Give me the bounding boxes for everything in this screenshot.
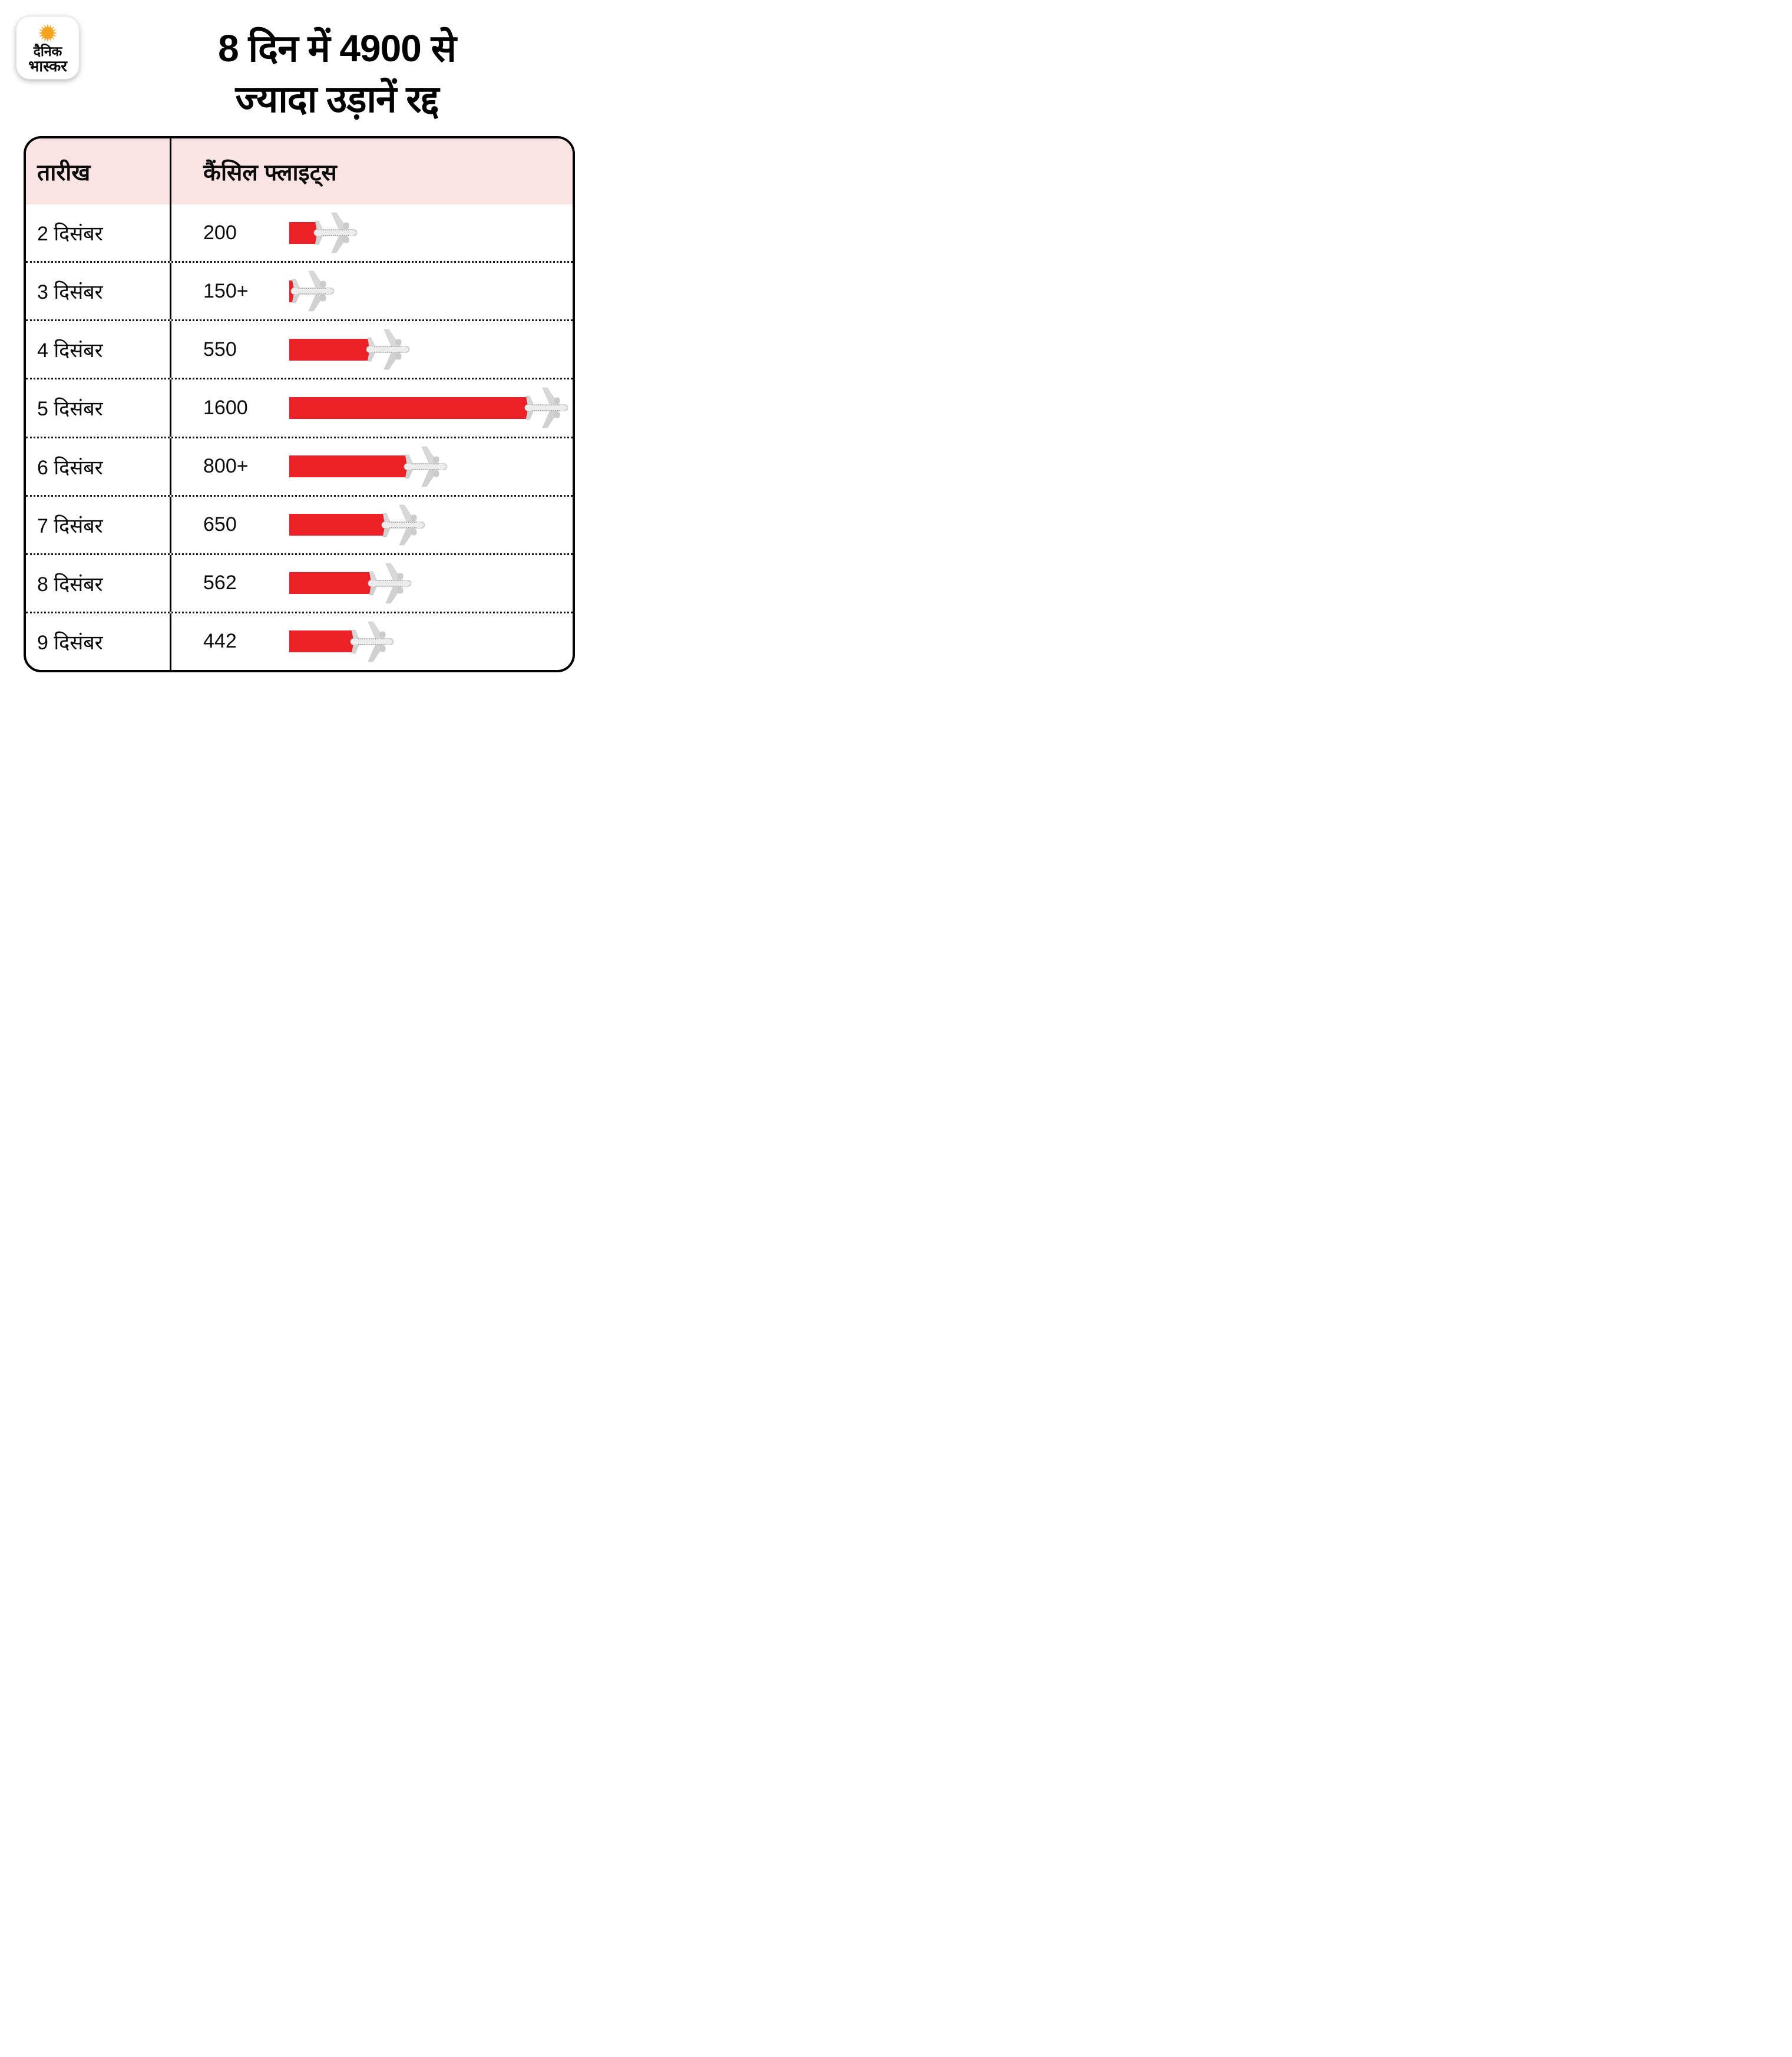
flights-cell: 442 (171, 613, 573, 670)
flights-cell: 562 (171, 555, 573, 612)
flight-count: 150+ (203, 279, 249, 302)
sun-icon (38, 24, 57, 42)
date-cell: 5 दिसंबर (26, 379, 171, 437)
flight-count: 562 (203, 572, 237, 595)
flight-count: 200 (203, 221, 237, 244)
table-row: 3 दिसंबर 150+ (26, 263, 573, 322)
airplane-icon (368, 563, 412, 604)
flight-count: 1600 (203, 396, 248, 419)
airplane-icon (350, 621, 394, 662)
title-line2: ज्यादा उड़ानें रद्द (235, 77, 439, 120)
flight-count: 650 (203, 513, 237, 536)
airplane-icon (524, 387, 568, 428)
date-cell: 4 दिसंबर (26, 321, 171, 378)
infographic-page: { "brand": { "name_line1": "दैनिक", "nam… (0, 0, 597, 686)
flights-cell: 800+ (171, 438, 573, 495)
logo-text-line2: भास्कर (28, 57, 67, 75)
table-row: 8 दिसंबर 562 (26, 554, 573, 613)
date-cell: 8 दिसंबर (26, 554, 171, 612)
date-cell: 3 दिसंबर (26, 263, 171, 320)
dainik-bhaskar-logo: दैनिक भास्कर (16, 16, 80, 80)
flights-cell: 550 (171, 321, 573, 378)
cancelled-flights-bar (289, 338, 372, 361)
table-row: 4 दिसंबर 550 (26, 321, 573, 380)
header-cancelled-flights: कैंसिल फ्लाइट्स (203, 160, 337, 186)
table-row: 2 दिसंबर 200 (26, 204, 573, 263)
airplane-icon (313, 212, 358, 253)
date-cell: 9 दिसंबर (26, 613, 171, 670)
flights-cell: 150+ (171, 263, 573, 319)
flight-count: 550 (203, 338, 237, 361)
header-date: तारीख (26, 138, 171, 204)
cancelled-flights-bar (289, 630, 356, 653)
flight-count: 442 (203, 630, 237, 653)
airplane-icon (381, 504, 425, 546)
flights-cell: 1600 (171, 379, 573, 436)
page-title: 8 दिन में 4900 से ज्यादा उड़ानें रद्द (82, 24, 591, 125)
date-cell: 2 दिसंबर (26, 204, 171, 262)
date-cell: 6 दिसंबर (26, 438, 171, 495)
flight-count: 800+ (203, 455, 249, 478)
table-row: 5 दिसंबर 1600 (26, 379, 573, 438)
table-body: 2 दिसंबर 200 3 दिसंबर 150+ 4 दिसंबर 550 (26, 204, 573, 670)
date-cell: 7 दिसंबर (26, 496, 171, 553)
flights-cell: 200 (171, 204, 573, 261)
flights-table: तारीख कैंसिल फ्लाइट्स 2 दिसंबर 200 3 दिस… (24, 136, 575, 672)
logo-text-line1: दैनिक (33, 44, 62, 59)
flights-cell: 650 (171, 497, 573, 553)
airplane-icon (290, 270, 335, 312)
cancelled-flights-bar (289, 455, 409, 478)
cancelled-flights-bar (289, 514, 387, 536)
table-row: 6 दिसंबर 800+ (26, 438, 573, 497)
title-line1: 8 दिन में 4900 से (218, 27, 457, 70)
table-header-row: तारीख कैंसिल फ्लाइट्स (26, 138, 573, 204)
airplane-icon (404, 446, 448, 487)
table-row: 7 दिसंबर 650 (26, 496, 573, 555)
airplane-icon (366, 329, 410, 370)
cancelled-flights-bar (289, 572, 373, 595)
cancelled-flights-bar (289, 397, 530, 419)
table-row: 9 दिसंबर 442 (26, 613, 573, 670)
